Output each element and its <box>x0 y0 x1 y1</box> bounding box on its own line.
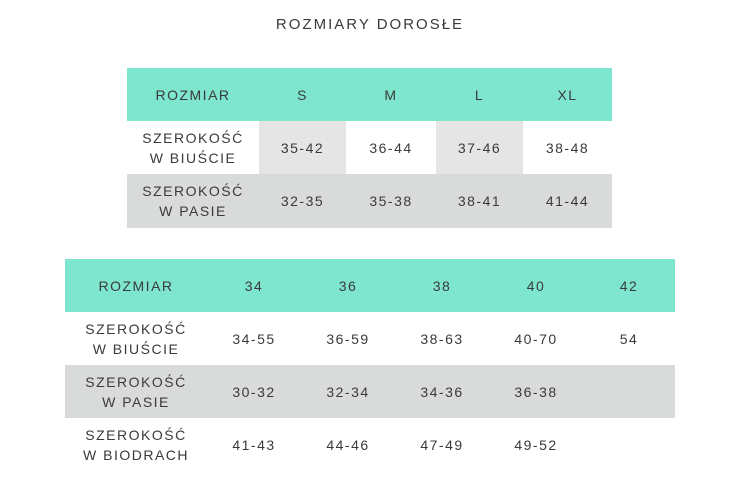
table-header-row: ROZMIAR S M L XL <box>127 68 612 121</box>
table-cell: 41-44 <box>523 174 612 228</box>
table-cell: 41-43 <box>207 418 301 472</box>
table-cell <box>583 365 675 418</box>
header-cell-size: ROZMIAR <box>127 68 259 121</box>
row-label-line: W BIODRACH <box>83 447 189 463</box>
row-label: SZEROKOŚĆ W BIUŚCIE <box>127 121 259 174</box>
row-label-line: W BIUŚCIE <box>149 149 237 166</box>
table-row-bust: SZEROKOŚĆ W BIUŚCIE 35-42 36-44 37-46 38… <box>127 121 612 174</box>
row-label-line: W BIUŚCIE <box>92 340 180 357</box>
header-cell-38: 38 <box>395 259 489 312</box>
table-cell: 38-48 <box>523 121 612 174</box>
size-table-letters: ROZMIAR S M L XL SZEROKOŚĆ W BIUŚCIE 35-… <box>127 68 612 228</box>
header-cell-40: 40 <box>489 259 583 312</box>
table-cell: 47-49 <box>395 418 489 472</box>
header-cell-s: S <box>259 68 346 121</box>
table-row-waist: SZEROKOŚĆ W PASIE 32-35 35-38 38-41 41-4… <box>127 174 612 228</box>
header-cell-xl: XL <box>523 68 612 121</box>
table-cell: 35-38 <box>346 174 436 228</box>
row-label-line: SZEROKOŚĆ <box>85 373 187 390</box>
row-label-line: SZEROKOŚĆ <box>85 427 187 443</box>
size-table-numbers: ROZMIAR 34 36 38 40 42 SZEROKOŚĆ W BIUŚC… <box>65 259 675 472</box>
table-cell: 40-70 <box>489 312 583 365</box>
row-label-line: SZEROKOŚĆ <box>85 320 187 337</box>
table-cell: 36-59 <box>301 312 395 365</box>
header-cell-size: ROZMIAR <box>65 259 207 312</box>
header-cell-42: 42 <box>583 259 675 312</box>
row-label-line: SZEROKOŚĆ <box>142 129 244 146</box>
row-label: SZEROKOŚĆ W PASIE <box>127 174 259 228</box>
table-cell: 44-46 <box>301 418 395 472</box>
table-cell: 38-63 <box>395 312 489 365</box>
table-cell: 32-34 <box>301 365 395 418</box>
table-cell: 38-41 <box>436 174 523 228</box>
table-cell: 36-38 <box>489 365 583 418</box>
table-cell: 49-52 <box>489 418 583 472</box>
table-cell: 32-35 <box>259 174 346 228</box>
table-cell: 36-44 <box>346 121 436 174</box>
table-cell <box>583 418 675 472</box>
header-cell-34: 34 <box>207 259 301 312</box>
table-cell: 35-42 <box>259 121 346 174</box>
row-label-line: W PASIE <box>102 393 170 410</box>
row-label-line: SZEROKOŚĆ <box>142 183 244 199</box>
table-row-hips: SZEROKOŚĆ W BIODRACH 41-43 44-46 47-49 4… <box>65 418 675 472</box>
header-cell-36: 36 <box>301 259 395 312</box>
table-row-bust: SZEROKOŚĆ W BIUŚCIE 34-55 36-59 38-63 40… <box>65 312 675 365</box>
row-label: SZEROKOŚĆ W PASIE <box>65 365 207 418</box>
header-cell-l: L <box>436 68 523 121</box>
table-cell: 37-46 <box>436 121 523 174</box>
table-cell: 34-55 <box>207 312 301 365</box>
table-cell: 54 <box>583 312 675 365</box>
row-label-line: W PASIE <box>159 203 227 219</box>
page-title: ROZMIARY DOROSŁE <box>275 16 465 33</box>
header-cell-m: M <box>346 68 436 121</box>
table-row-waist: SZEROKOŚĆ W PASIE 30-32 32-34 34-36 36-3… <box>65 365 675 418</box>
row-label: SZEROKOŚĆ W BIODRACH <box>65 418 207 472</box>
row-label: SZEROKOŚĆ W BIUŚCIE <box>65 312 207 365</box>
table-cell: 34-36 <box>395 365 489 418</box>
table-header-row: ROZMIAR 34 36 38 40 42 <box>65 259 675 312</box>
table-cell: 30-32 <box>207 365 301 418</box>
